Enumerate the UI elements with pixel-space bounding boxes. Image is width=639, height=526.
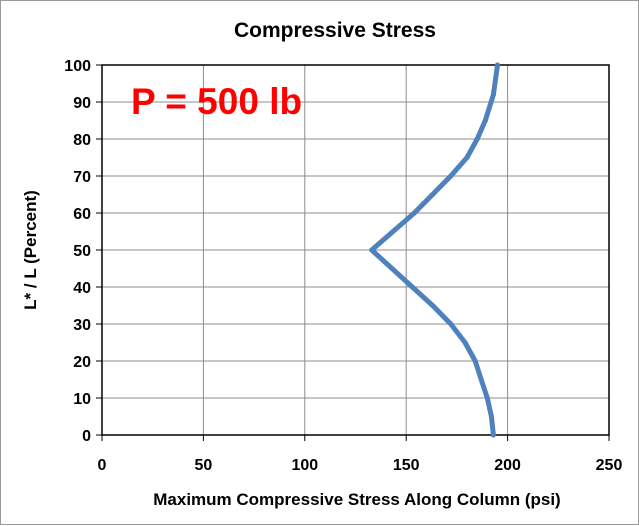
y-tick-label: 20: [73, 354, 91, 371]
data-point: [484, 395, 490, 401]
data-point: [462, 340, 468, 345]
data-point: [411, 210, 417, 216]
data-point: [478, 377, 484, 382]
data-point: [490, 92, 496, 98]
y-tick-label: 50: [73, 243, 91, 260]
x-tick-label: 50: [195, 457, 213, 474]
data-point: [464, 155, 470, 160]
data-point: [448, 321, 454, 327]
grid: [102, 65, 609, 435]
y-tick-label: 0: [82, 428, 91, 445]
chart-title: Compressive Stress: [234, 19, 436, 42]
y-tick-label: 40: [73, 280, 91, 297]
data-point: [474, 136, 480, 142]
x-tick-label: 100: [291, 457, 318, 474]
x-tick-label: 250: [596, 457, 623, 474]
data-point: [448, 173, 454, 179]
series-points: [369, 62, 500, 438]
load-annotation: P = 500 lb: [131, 81, 302, 122]
x-tick-label: 200: [494, 457, 521, 474]
y-tick-label: 80: [73, 132, 91, 149]
y-tick-label: 60: [73, 206, 91, 223]
x-tick-labels: 0 50 100 150 200 250: [98, 435, 623, 474]
data-point: [430, 303, 436, 308]
data-point: [482, 118, 488, 123]
data-point: [409, 284, 415, 290]
x-tick-label: 150: [393, 457, 420, 474]
y-tick-label: 30: [73, 317, 91, 334]
y-tick-label: 70: [73, 169, 91, 186]
data-point: [472, 358, 478, 364]
data-point: [488, 414, 494, 419]
y-tick-label: 10: [73, 391, 91, 408]
data-point: [494, 62, 500, 68]
x-tick-label: 0: [98, 457, 107, 474]
y-tick-labels: 0 10 20 30 40 50 60 70 80 90 100: [64, 58, 102, 445]
y-tick-label: 100: [64, 58, 91, 75]
y-axis-label: L* / L (Percent): [21, 190, 40, 310]
x-axis-label: Maximum Compressive Stress Along Column …: [153, 490, 560, 509]
y-tick-label: 90: [73, 95, 91, 112]
data-point: [369, 247, 375, 253]
data-point: [490, 432, 496, 438]
